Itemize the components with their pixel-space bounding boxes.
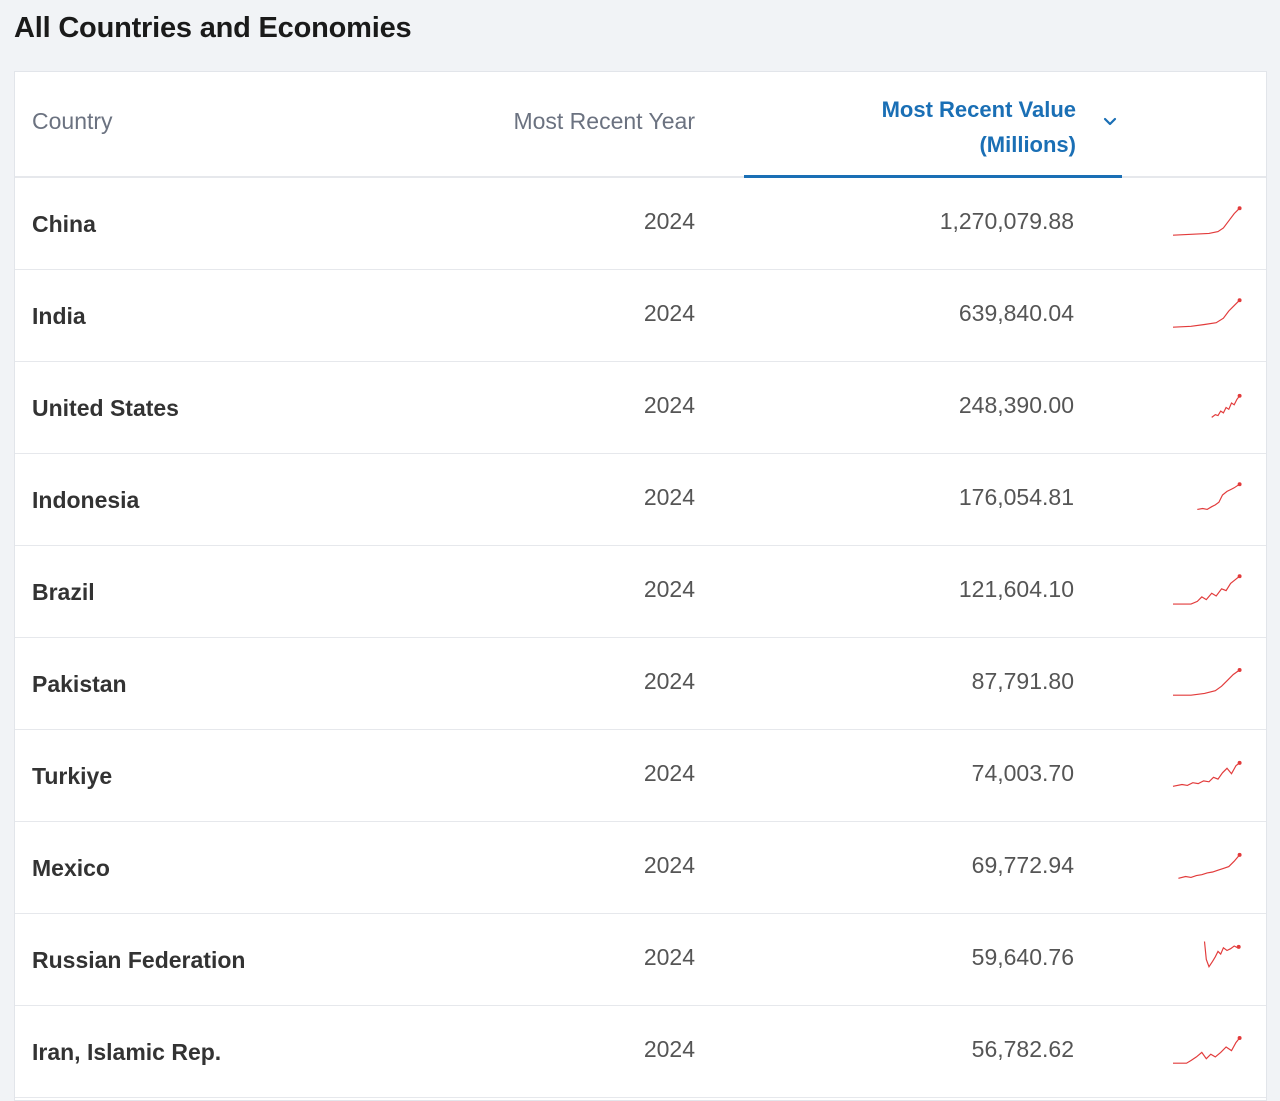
- countries-table: Country Most Recent Year Most Recent Val…: [14, 71, 1267, 1101]
- sparkline-end-point: [1237, 760, 1242, 765]
- sparkline-chart: [1172, 206, 1242, 236]
- sparkline-line: [1203, 941, 1239, 968]
- column-header-value[interactable]: Most Recent Value (Millions): [744, 72, 1122, 178]
- sparkline-chart: [1172, 760, 1242, 787]
- most-recent-year: 2024: [643, 1036, 695, 1062]
- sparkline-line: [1211, 395, 1241, 418]
- sparkline-line: [1172, 299, 1241, 328]
- most-recent-value: 176,054.81: [958, 484, 1074, 510]
- sparkline-end-point: [1237, 298, 1242, 303]
- sparkline-chart: [1178, 852, 1242, 879]
- most-recent-year: 2024: [643, 760, 695, 786]
- most-recent-value: 69,772.94: [971, 852, 1074, 878]
- most-recent-year: 2024: [643, 576, 695, 602]
- most-recent-value: 248,390.00: [958, 392, 1074, 418]
- table-row[interactable]: Russian Federation 2024 59,640.76: [15, 914, 1266, 1006]
- table-row[interactable]: China 2024 1,270,079.88: [15, 178, 1266, 270]
- country-name[interactable]: Mexico: [32, 855, 110, 881]
- country-name[interactable]: Turkiye: [32, 763, 113, 789]
- most-recent-year: 2024: [643, 208, 695, 234]
- most-recent-value: 639,840.04: [958, 300, 1074, 326]
- sparkline-line: [1173, 669, 1240, 696]
- sparkline-end-point: [1237, 482, 1242, 487]
- sparkline-chart: [1211, 393, 1242, 418]
- most-recent-year: 2024: [643, 392, 695, 418]
- sparkline-line: [1197, 483, 1240, 511]
- table-row[interactable]: Mexico 2024 69,772.94: [15, 822, 1266, 914]
- most-recent-value: 74,003.70: [971, 760, 1074, 786]
- table-row[interactable]: United States 2024 248,390.00: [15, 362, 1266, 454]
- most-recent-year: 2024: [643, 484, 695, 510]
- most-recent-year: 2024: [643, 668, 695, 694]
- table-row[interactable]: India 2024 639,840.04: [15, 270, 1266, 362]
- country-name[interactable]: China: [32, 211, 96, 237]
- country-name[interactable]: Pakistan: [32, 671, 127, 697]
- sparkline-end-point: [1237, 393, 1242, 398]
- country-name[interactable]: India: [32, 303, 86, 329]
- sparkline-line: [1173, 1037, 1241, 1064]
- sparkline-line: [1172, 207, 1241, 236]
- most-recent-year: 2024: [643, 852, 695, 878]
- sparkline-line: [1173, 575, 1240, 605]
- sparkline-chart: [1203, 941, 1241, 968]
- country-name[interactable]: Indonesia: [32, 487, 140, 513]
- sparkline-chart: [1173, 1036, 1242, 1064]
- most-recent-year: 2024: [643, 300, 695, 326]
- sparkline-chart: [1197, 482, 1242, 511]
- most-recent-year: 2024: [643, 944, 695, 970]
- most-recent-value: 87,791.80: [971, 668, 1074, 694]
- table-row[interactable]: Indonesia 2024 176,054.81: [15, 454, 1266, 546]
- sparkline-end-point: [1237, 574, 1242, 579]
- most-recent-value: 121,604.10: [958, 576, 1074, 602]
- column-header-value-line1: Most Recent Value: [881, 97, 1076, 122]
- most-recent-value: 1,270,079.88: [939, 208, 1074, 234]
- column-header-year[interactable]: Most Recent Year: [513, 108, 695, 134]
- sparkline-chart: [1172, 298, 1242, 328]
- table-row[interactable]: Brazil 2024 121,604.10: [15, 546, 1266, 638]
- most-recent-value: 59,640.76: [971, 944, 1074, 970]
- country-name[interactable]: Iran, Islamic Rep.: [32, 1039, 222, 1065]
- page-title: All Countries and Economies: [14, 12, 412, 44]
- table-body: China 2024 1,270,079.88 India 2024 639,840.04…: [15, 178, 1266, 1098]
- sparkline-end-point: [1237, 206, 1242, 211]
- table-row[interactable]: Iran, Islamic Rep. 2024 56,782.62: [15, 1006, 1266, 1098]
- chevron-down-icon[interactable]: [1102, 116, 1118, 128]
- country-name[interactable]: Brazil: [32, 579, 95, 605]
- sparkline-chart: [1173, 574, 1242, 605]
- table-row[interactable]: Turkiye 2024 74,003.70: [15, 730, 1266, 822]
- sparkline-end-point: [1237, 852, 1242, 857]
- table-row[interactable]: Pakistan 2024 87,791.80: [15, 638, 1266, 730]
- column-header-country[interactable]: Country: [32, 108, 113, 134]
- country-name[interactable]: Russian Federation: [32, 947, 246, 973]
- sparkline-line: [1178, 854, 1241, 879]
- column-header-value-line2: (Millions): [979, 132, 1076, 157]
- most-recent-value: 56,782.62: [971, 1036, 1074, 1062]
- country-name[interactable]: United States: [32, 395, 179, 421]
- sparkline-end-point: [1237, 1036, 1242, 1040]
- sparkline-chart: [1173, 668, 1242, 696]
- table-header: Country Most Recent Year Most Recent Val…: [15, 72, 1266, 178]
- column-header-value-label: Most Recent Value (Millions): [882, 92, 1076, 162]
- sparkline-end-point: [1237, 668, 1242, 672]
- sparkline-line: [1172, 762, 1240, 787]
- sparkline-end-point: [1236, 944, 1241, 949]
